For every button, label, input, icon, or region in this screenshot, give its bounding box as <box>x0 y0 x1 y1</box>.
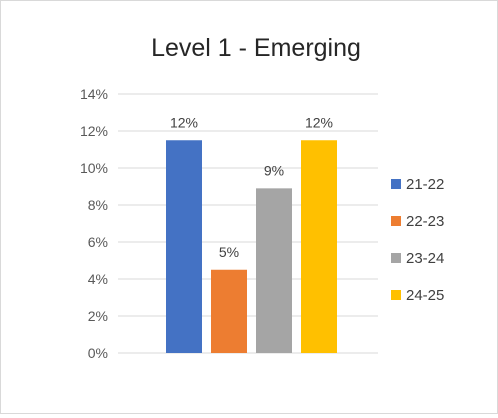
y-tick-label: 0% <box>88 345 108 361</box>
y-tick-label: 14% <box>80 86 108 102</box>
bar-24-25 <box>301 140 337 353</box>
gridlines <box>118 93 378 354</box>
bar-21-22 <box>166 140 202 353</box>
y-tick-label: 12% <box>80 123 108 139</box>
legend-swatch <box>391 216 401 226</box>
y-tick-label: 8% <box>88 197 108 213</box>
legend-swatch <box>391 179 401 189</box>
y-tick-label: 2% <box>88 308 108 324</box>
chart-title: Level 1 - Emerging <box>151 34 361 62</box>
legend: 21-22 22-23 23-24 24-25 <box>391 176 444 304</box>
data-label: 12% <box>170 114 198 130</box>
legend-label: 24-25 <box>406 287 444 304</box>
bar-22-23 <box>211 269 247 353</box>
y-tick-label: 10% <box>80 160 108 176</box>
legend-swatch <box>391 290 401 300</box>
data-label: 5% <box>219 244 239 260</box>
data-label: 12% <box>305 114 333 130</box>
legend-label: 23-24 <box>406 250 444 267</box>
legend-swatch <box>391 253 401 263</box>
data-labels: 12% 5% 9% 12% <box>170 114 333 260</box>
y-tick-label: 6% <box>88 234 108 250</box>
legend-label: 22-23 <box>406 213 444 230</box>
legend-label: 21-22 <box>406 176 444 193</box>
data-label: 9% <box>264 162 284 178</box>
y-axis-ticks: 0% 2% 4% 6% 8% 10% 12% 14% <box>80 86 108 361</box>
bar-23-24 <box>256 188 292 353</box>
bars <box>166 140 337 353</box>
y-tick-label: 4% <box>88 271 108 287</box>
